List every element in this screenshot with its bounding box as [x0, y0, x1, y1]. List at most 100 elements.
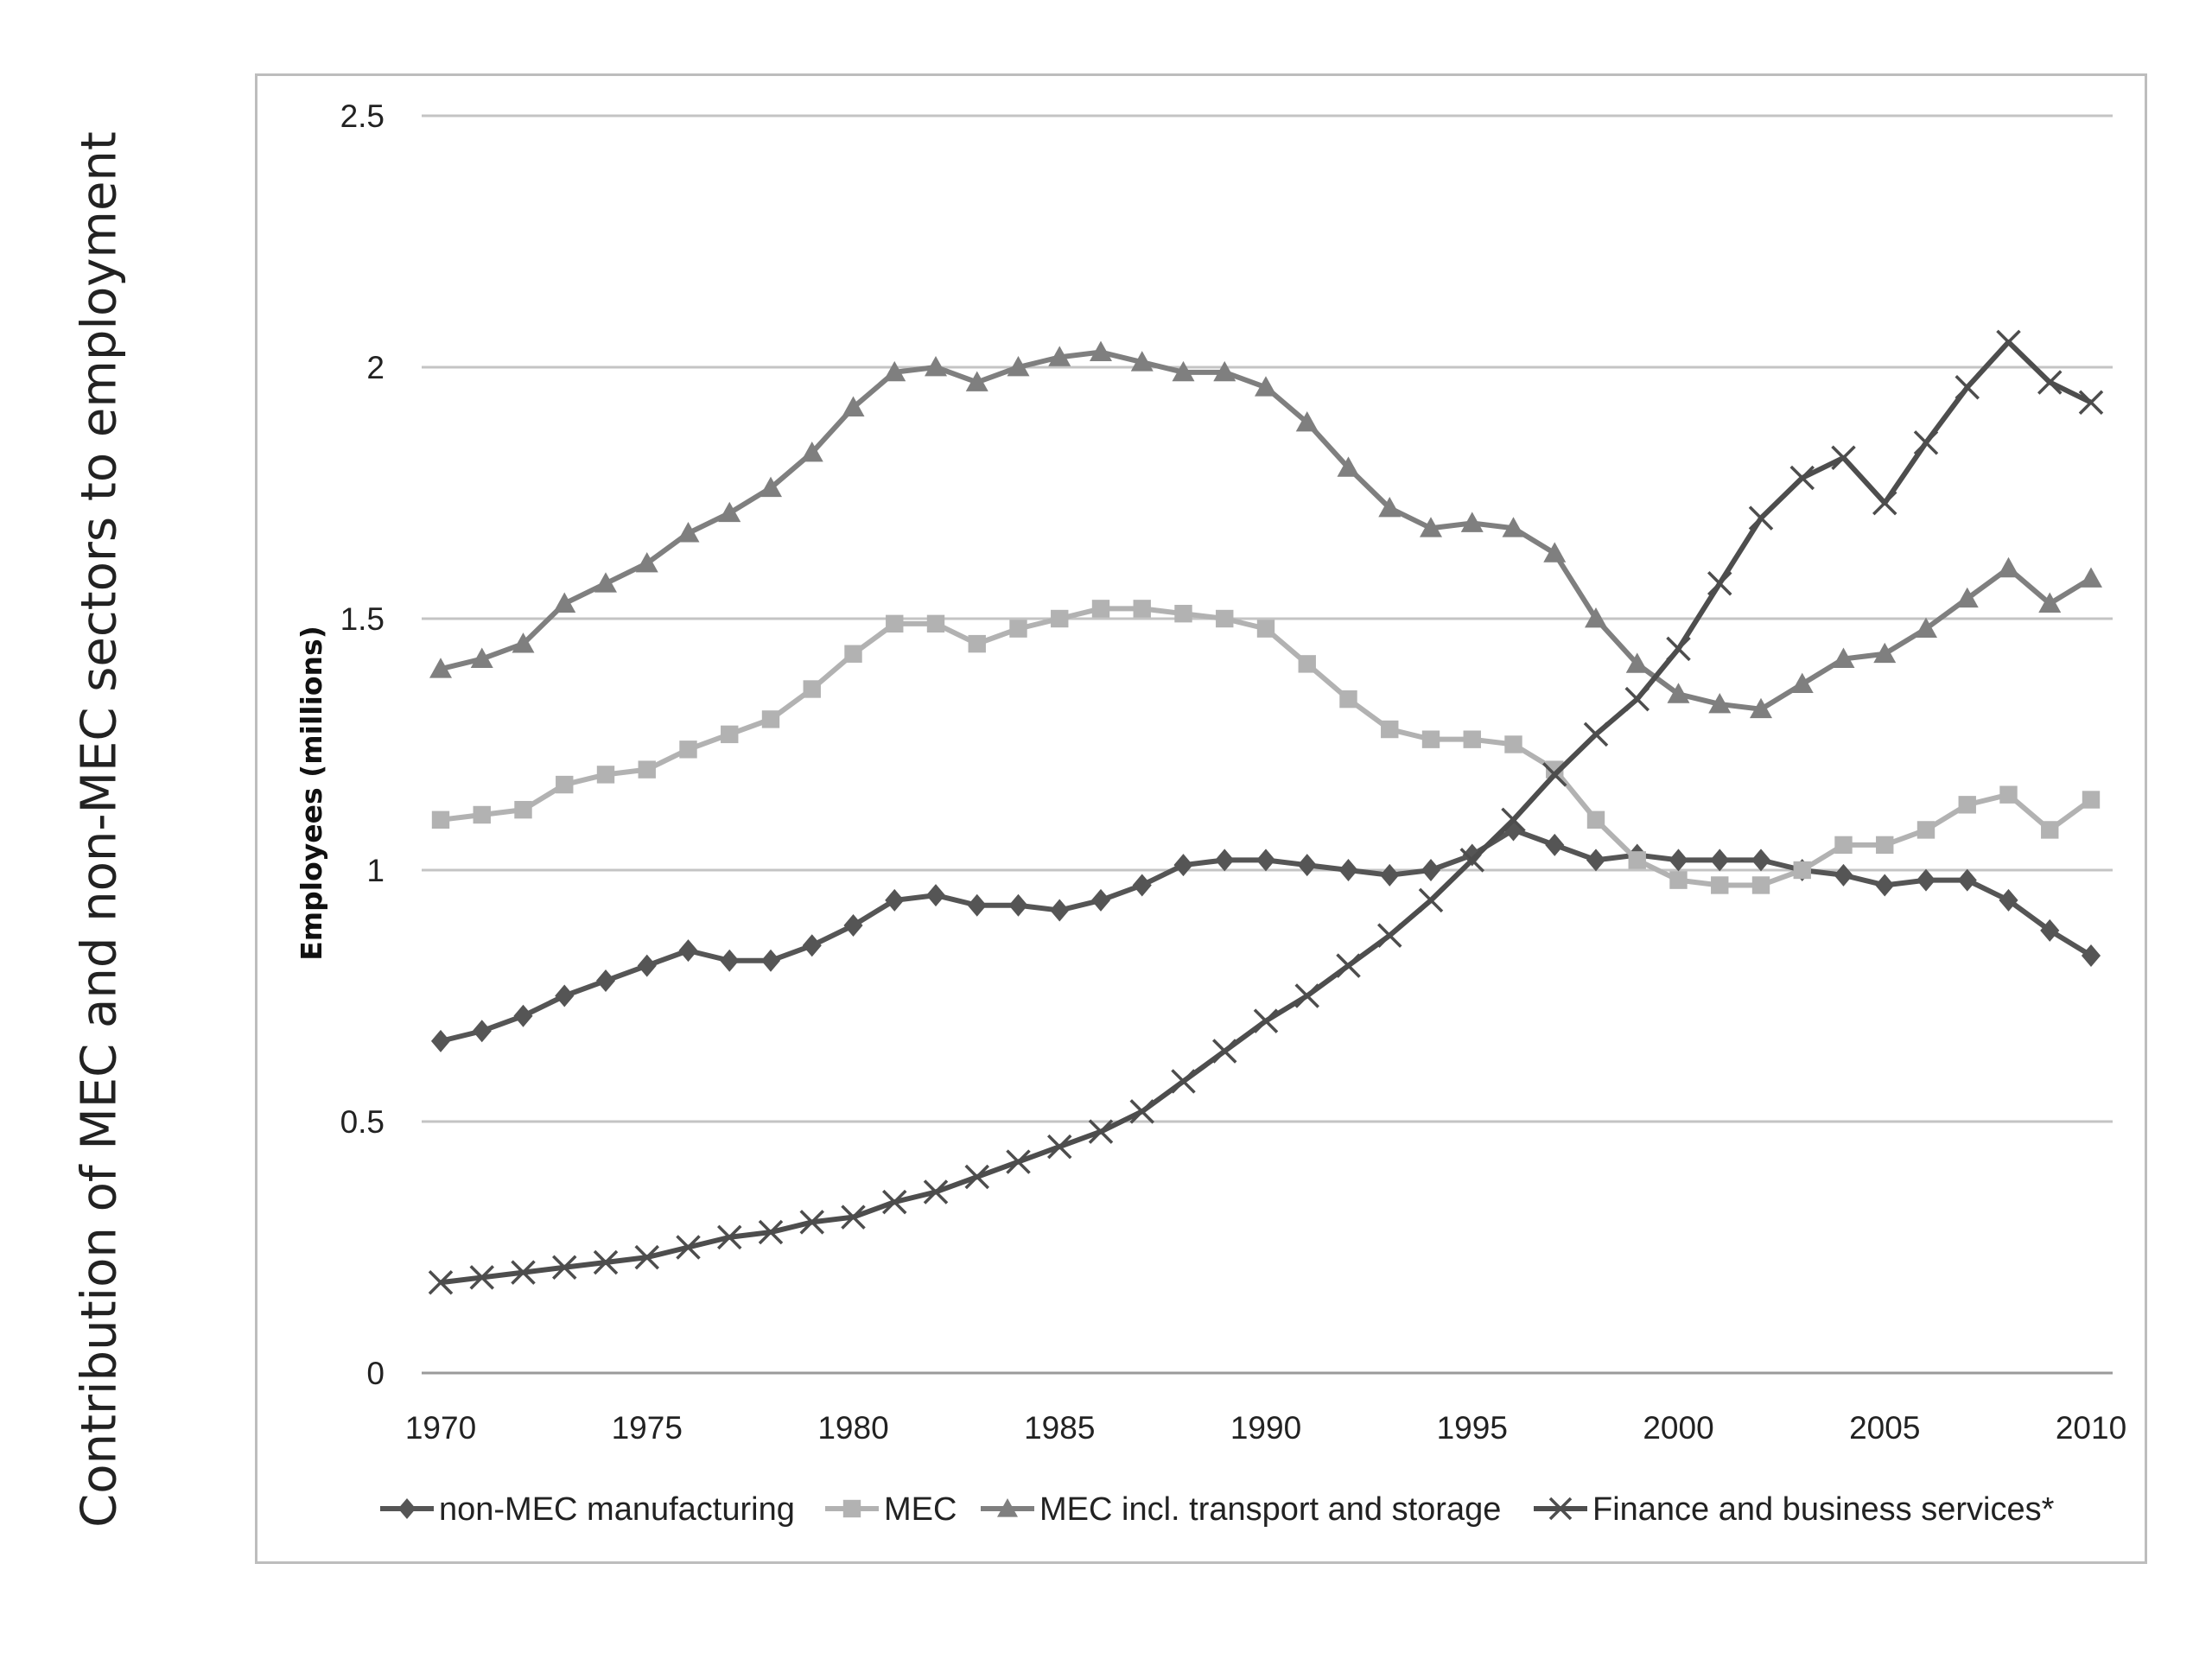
data-point [473, 805, 491, 824]
data-point [1215, 849, 1235, 872]
data-point [429, 658, 452, 678]
y-tick-label: 0 [366, 1356, 385, 1391]
data-point [555, 984, 575, 1007]
data-point [1377, 923, 1402, 948]
y-tick-label: 2 [366, 350, 385, 385]
data-point [1378, 496, 1402, 518]
data-point [678, 939, 698, 963]
legend-item: MEC [825, 1491, 957, 1528]
data-point [1091, 600, 1110, 618]
x-tick-label: 2000 [1643, 1410, 1713, 1446]
data-point [925, 884, 946, 907]
data-point [1502, 517, 1525, 537]
data-point [1008, 893, 1028, 917]
data-point [1255, 849, 1276, 872]
data-point [1873, 642, 1897, 664]
data-point [430, 1029, 451, 1052]
data-point [720, 949, 740, 972]
y-axis-label: Employees (millions) [295, 626, 328, 961]
data-point [1545, 833, 1565, 856]
data-point [596, 766, 615, 784]
data-point [1459, 848, 1484, 873]
data-point [1542, 762, 1567, 787]
data-point [1751, 849, 1771, 872]
data-point [2082, 791, 2101, 809]
data-point [968, 634, 986, 653]
data-point [1913, 430, 1939, 455]
data-point [1129, 1099, 1154, 1124]
data-point [1996, 329, 2021, 355]
data-point [512, 632, 535, 653]
data-point [1793, 861, 1811, 880]
data-point [2081, 944, 2101, 967]
data-point [2041, 821, 2059, 839]
data-point [1216, 609, 1234, 628]
data-point [514, 800, 532, 819]
x-tick-label: 2005 [1849, 1410, 1920, 1446]
data-point [1460, 512, 1484, 532]
data-point [1915, 617, 1937, 639]
data-point [1172, 360, 1195, 382]
data-point [1381, 720, 1399, 739]
data-point [1875, 874, 1895, 897]
chart-frame [255, 73, 2147, 1564]
data-point [761, 710, 780, 728]
legend-marker [997, 1498, 1018, 1517]
data-point [1585, 607, 1607, 628]
data-point [800, 441, 823, 462]
data-point [511, 1260, 536, 1285]
data-point [1009, 620, 1027, 638]
data-point [2038, 592, 2062, 613]
data-point [1462, 843, 1482, 867]
data-point [1212, 1039, 1237, 1064]
legend-marker [397, 1498, 416, 1519]
legend-marker [842, 1499, 861, 1518]
data-point [1048, 346, 1071, 366]
data-point [1295, 411, 1319, 432]
legend-label: MEC [884, 1491, 957, 1528]
x-tick-label: 1995 [1437, 1410, 1508, 1446]
data-point [799, 1210, 824, 1235]
data-point [1789, 465, 1815, 491]
data-point [1090, 888, 1111, 912]
data-point [1420, 517, 1442, 537]
data-point [1955, 587, 1979, 608]
data-point [635, 551, 658, 573]
data-point [469, 1265, 494, 1290]
data-point [1831, 445, 1856, 470]
x-axis-ticks: 1970 1975 1980 1985 1990 1995 2000 2005 2010 [405, 1410, 2126, 1446]
data-point [844, 645, 862, 663]
data-point [1834, 836, 1853, 855]
data-point [2040, 918, 2060, 942]
data-point [1628, 851, 1646, 869]
data-point [1133, 600, 1151, 618]
y-tick-label: 1 [366, 853, 385, 888]
data-point [1543, 542, 1567, 563]
series-line [440, 339, 2093, 1286]
data-point [1586, 810, 1605, 829]
data-point [964, 1164, 989, 1190]
data-point [1586, 849, 1606, 872]
data-point [1748, 505, 1774, 531]
data-point [1751, 876, 1770, 894]
series-x [428, 329, 2104, 1295]
data-point [721, 725, 739, 744]
data-point [1421, 730, 1440, 748]
data-point [1790, 672, 1814, 694]
data-point [595, 969, 616, 993]
data-point [1667, 683, 1690, 703]
legend-item: non-MEC manufacturing [380, 1491, 795, 1528]
data-point [1832, 647, 1855, 668]
data-point [1337, 456, 1360, 477]
data-point [803, 680, 821, 698]
data-point [1174, 604, 1192, 623]
legend: non-MEC manufacturing MEC MEC incl. transp… [380, 1491, 2055, 1528]
data-point [1132, 874, 1152, 897]
data-point [1047, 1134, 1072, 1160]
data-point [1669, 849, 1688, 872]
legend-item: MEC incl. transport and storage [981, 1491, 1501, 1528]
data-point [886, 614, 904, 633]
data-point [1916, 868, 1936, 892]
data-point [2080, 567, 2102, 588]
data-point [1708, 692, 1732, 714]
